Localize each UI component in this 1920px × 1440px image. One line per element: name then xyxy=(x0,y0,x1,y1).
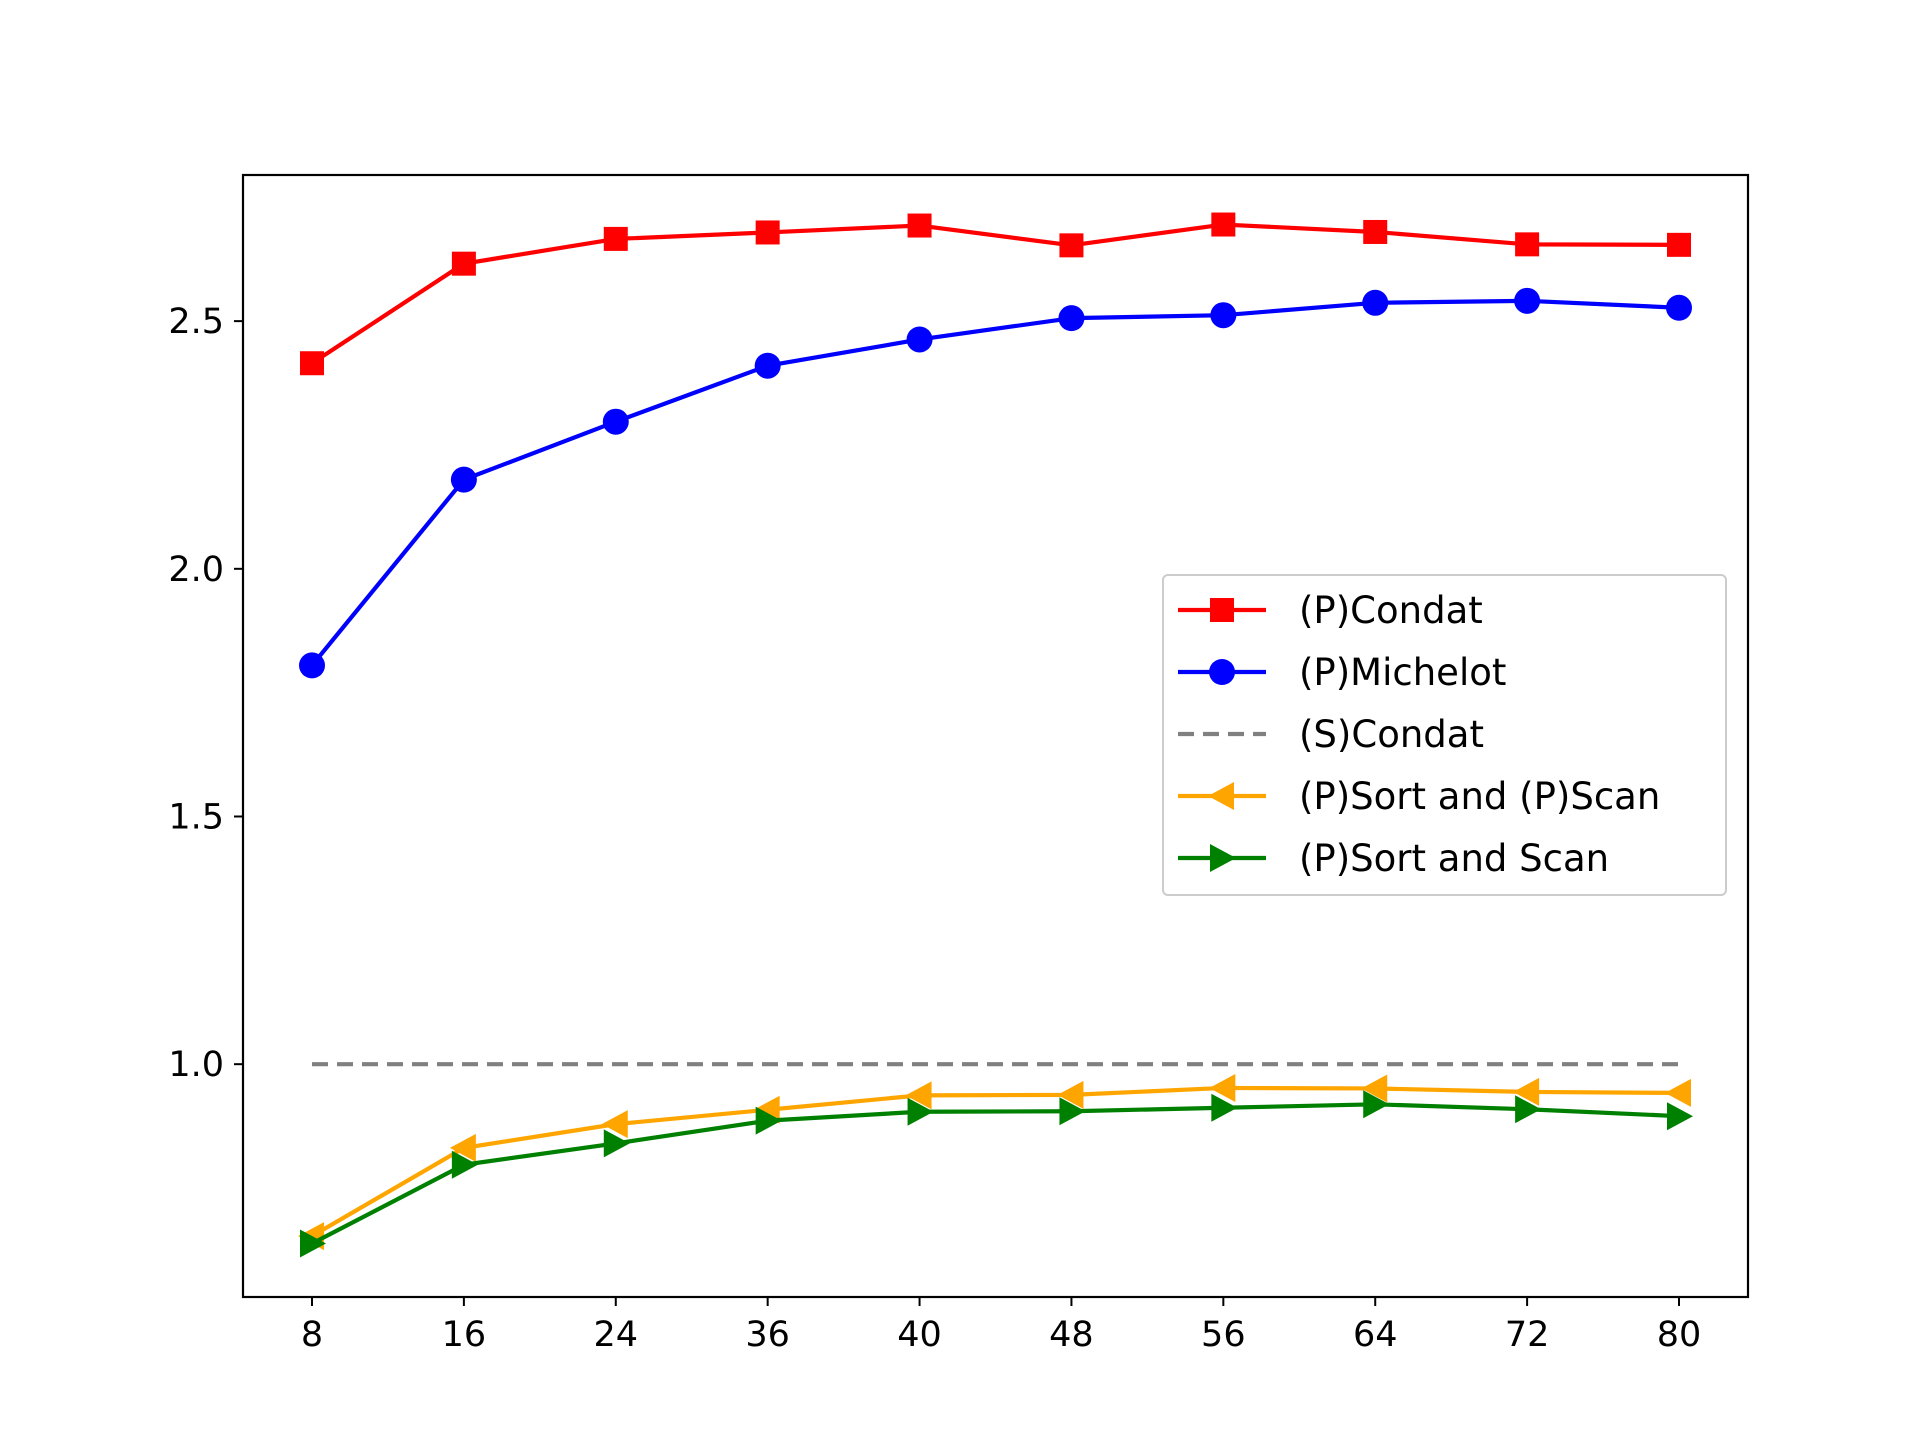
data-point xyxy=(603,1129,630,1158)
legend-label: (S)Condat xyxy=(1299,713,1484,756)
data-point xyxy=(1666,294,1692,321)
data-point xyxy=(449,1133,476,1162)
data-point xyxy=(1059,1097,1086,1126)
legend-marker xyxy=(1208,782,1234,810)
legend-item-4: (P)Sort and Scan xyxy=(1178,837,1609,880)
legend-item-0: (P)Condat xyxy=(1178,589,1483,632)
series-3 xyxy=(298,1073,1691,1251)
x-tick-label: 80 xyxy=(1657,1315,1702,1355)
data-point xyxy=(1210,302,1237,329)
data-point xyxy=(1363,219,1388,244)
data-point xyxy=(1363,1090,1390,1119)
x-tick-label: 40 xyxy=(897,1315,942,1355)
data-point xyxy=(1665,1078,1691,1107)
data-point xyxy=(1059,233,1084,258)
series-0 xyxy=(300,212,1691,376)
legend-marker xyxy=(1210,844,1236,872)
series-line xyxy=(310,222,1680,365)
data-point xyxy=(1667,1102,1693,1131)
legend-marker xyxy=(1209,659,1235,685)
data-point xyxy=(907,213,932,238)
legend: (P)Condat (P)Michelot (S)Condat (P)Sort and… xyxy=(1162,574,1727,896)
data-point xyxy=(299,652,325,679)
data-point xyxy=(1361,1074,1388,1103)
legend-label: (P)Sort and Scan xyxy=(1299,837,1609,880)
x-tick-label: 48 xyxy=(1049,1315,1094,1355)
series-line xyxy=(310,1085,1680,1238)
data-point xyxy=(602,408,629,435)
x-tick-label: 8 xyxy=(301,1315,323,1355)
x-tick-label: 56 xyxy=(1201,1315,1246,1355)
data-point xyxy=(300,1229,326,1258)
data-point xyxy=(906,326,933,353)
data-point xyxy=(1362,289,1389,316)
data-point xyxy=(601,1110,628,1139)
x-tick-label: 24 xyxy=(594,1315,639,1355)
data-point xyxy=(1667,232,1691,257)
y-tick-label: 2.0 xyxy=(168,550,224,590)
x-tick-label: 64 xyxy=(1353,1315,1398,1355)
data-point xyxy=(907,1097,934,1126)
legend-item-3: (P)Sort and (P)Scan xyxy=(1178,775,1660,818)
legend-marker xyxy=(1210,598,1234,622)
data-point xyxy=(450,466,477,493)
y-tick-label: 2.5 xyxy=(168,302,224,342)
series-1 xyxy=(299,287,1692,679)
y-axis: 1.0 1.5 2.0 2.5 xyxy=(168,302,243,1085)
series-line xyxy=(311,1102,1680,1246)
data-point xyxy=(1211,1093,1238,1122)
data-point xyxy=(1514,287,1541,314)
legend-item-2: (S)Condat xyxy=(1178,713,1484,756)
data-point xyxy=(1513,1077,1540,1106)
data-point xyxy=(1057,1080,1084,1109)
data-point xyxy=(300,351,324,376)
legend-label: (P)Condat xyxy=(1299,589,1483,632)
x-tick-label: 72 xyxy=(1505,1315,1550,1355)
data-point xyxy=(755,220,780,245)
data-point xyxy=(754,352,781,379)
data-point xyxy=(603,226,628,251)
x-tick-label: 16 xyxy=(442,1315,487,1355)
legend-item-1: (P)Michelot xyxy=(1178,651,1506,694)
legend-label: (P)Sort and (P)Scan xyxy=(1299,775,1660,818)
data-point xyxy=(905,1081,932,1110)
data-point xyxy=(1058,305,1085,332)
x-axis: 8 16 24 36 40 48 56 64 72 80 xyxy=(301,1297,1701,1355)
plot-frame xyxy=(241,173,1750,1299)
series-4 xyxy=(300,1090,1693,1258)
series-line xyxy=(310,298,1680,667)
data-point xyxy=(451,1150,478,1179)
data-point xyxy=(451,251,476,276)
legend-box xyxy=(1162,574,1727,896)
data-point xyxy=(1209,1073,1236,1102)
data-point xyxy=(1211,212,1236,237)
data-point xyxy=(1515,1095,1542,1124)
series-layer xyxy=(298,212,1693,1258)
x-tick-label: 36 xyxy=(745,1315,790,1355)
data-point xyxy=(755,1106,782,1135)
data-point xyxy=(1515,232,1540,257)
y-tick-label: 1.0 xyxy=(168,1045,224,1085)
legend-label: (P)Michelot xyxy=(1299,651,1506,694)
y-tick-label: 1.5 xyxy=(168,797,224,837)
